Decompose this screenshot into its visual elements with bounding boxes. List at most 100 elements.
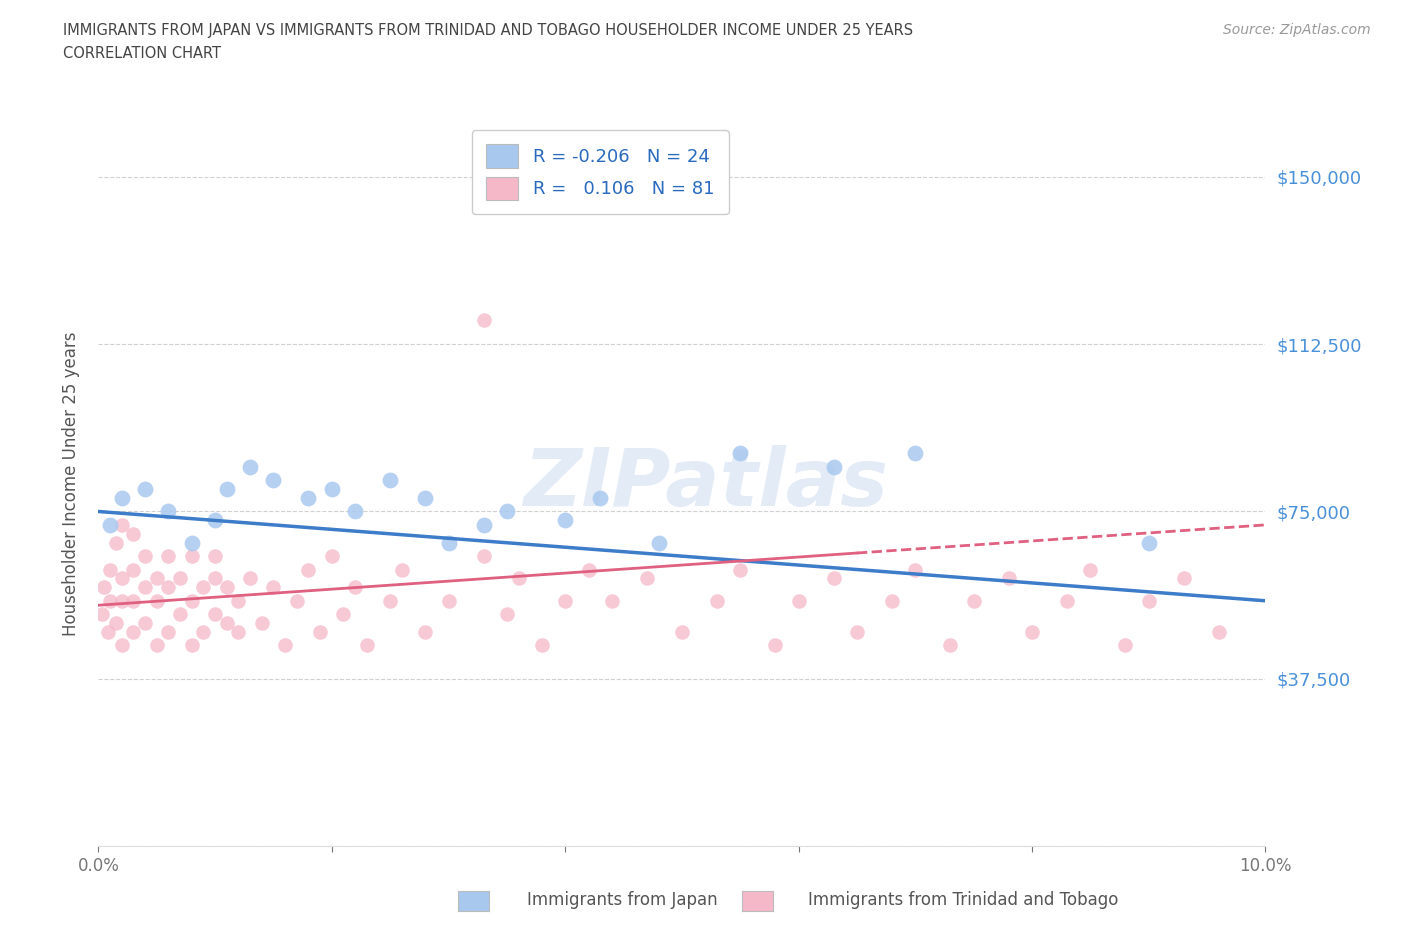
Point — [437, 593, 460, 608]
Point — [204, 513, 226, 528]
Point — [104, 536, 127, 551]
Point — [134, 549, 156, 564]
Point — [413, 625, 436, 640]
Point — [215, 580, 238, 595]
Point — [111, 593, 134, 608]
Point — [146, 571, 169, 586]
Point — [250, 616, 273, 631]
Point — [1137, 593, 1160, 608]
Point — [98, 562, 121, 577]
Text: Immigrants from Trinidad and Tobago: Immigrants from Trinidad and Tobago — [808, 891, 1119, 910]
Point — [309, 625, 332, 640]
Point — [391, 562, 413, 577]
Point — [437, 536, 460, 551]
Point — [380, 593, 402, 608]
Y-axis label: Householder Income Under 25 years: Householder Income Under 25 years — [62, 331, 80, 636]
Text: ZIPatlas: ZIPatlas — [523, 445, 887, 523]
Point — [730, 446, 752, 461]
Point — [508, 571, 530, 586]
Point — [1137, 536, 1160, 551]
Point — [97, 625, 120, 640]
Point — [193, 580, 215, 595]
Point — [262, 580, 284, 595]
Point — [180, 549, 202, 564]
Point — [997, 571, 1019, 586]
Point — [157, 549, 180, 564]
Point — [332, 606, 354, 621]
Point — [274, 638, 297, 653]
Point — [98, 517, 121, 532]
Point — [204, 549, 226, 564]
Point — [496, 606, 519, 621]
Point — [228, 625, 250, 640]
Point — [321, 482, 343, 497]
Point — [157, 625, 180, 640]
Point — [297, 562, 319, 577]
Point — [671, 625, 693, 640]
Point — [262, 472, 284, 487]
Text: Immigrants from Japan: Immigrants from Japan — [527, 891, 718, 910]
Point — [823, 459, 845, 474]
Point — [111, 638, 134, 653]
Point — [111, 517, 134, 532]
Point — [157, 580, 180, 595]
Point — [169, 606, 191, 621]
Point — [98, 593, 121, 608]
Point — [180, 536, 202, 551]
Point — [122, 625, 145, 640]
Point — [1114, 638, 1136, 653]
Point — [904, 446, 927, 461]
Point — [215, 482, 238, 497]
Point — [472, 312, 495, 327]
Point — [904, 562, 927, 577]
Text: Source: ZipAtlas.com: Source: ZipAtlas.com — [1223, 23, 1371, 37]
Point — [589, 491, 612, 506]
Point — [554, 513, 576, 528]
Point — [472, 517, 495, 532]
Point — [93, 580, 115, 595]
Point — [530, 638, 553, 653]
Legend: R = -0.206   N = 24, R =   0.106   N = 81: R = -0.206 N = 24, R = 0.106 N = 81 — [471, 130, 728, 214]
Point — [846, 625, 869, 640]
Point — [169, 571, 191, 586]
Point — [134, 482, 156, 497]
Point — [344, 504, 367, 519]
Point — [146, 593, 169, 608]
Point — [90, 606, 112, 621]
Point — [215, 616, 238, 631]
Point — [122, 562, 145, 577]
Point — [356, 638, 378, 653]
Point — [787, 593, 810, 608]
Point — [1208, 625, 1230, 640]
Point — [228, 593, 250, 608]
Text: CORRELATION CHART: CORRELATION CHART — [63, 46, 221, 61]
Point — [413, 491, 436, 506]
Point — [134, 616, 156, 631]
Point — [554, 593, 576, 608]
Point — [180, 638, 202, 653]
Point — [472, 549, 495, 564]
Point — [823, 571, 845, 586]
Point — [321, 549, 343, 564]
Point — [111, 491, 134, 506]
Point — [578, 562, 600, 577]
Point — [1080, 562, 1102, 577]
Point — [496, 504, 519, 519]
Point — [239, 571, 262, 586]
Point — [204, 571, 226, 586]
Point — [111, 571, 134, 586]
Point — [1173, 571, 1195, 586]
Point — [134, 580, 156, 595]
Point — [157, 504, 180, 519]
Point — [122, 526, 145, 541]
Point — [962, 593, 984, 608]
Point — [636, 571, 658, 586]
Point — [730, 562, 752, 577]
Point — [193, 625, 215, 640]
Point — [1021, 625, 1043, 640]
Point — [1056, 593, 1078, 608]
Point — [600, 593, 623, 608]
Point — [239, 459, 262, 474]
Point — [380, 472, 402, 487]
Point — [122, 593, 145, 608]
